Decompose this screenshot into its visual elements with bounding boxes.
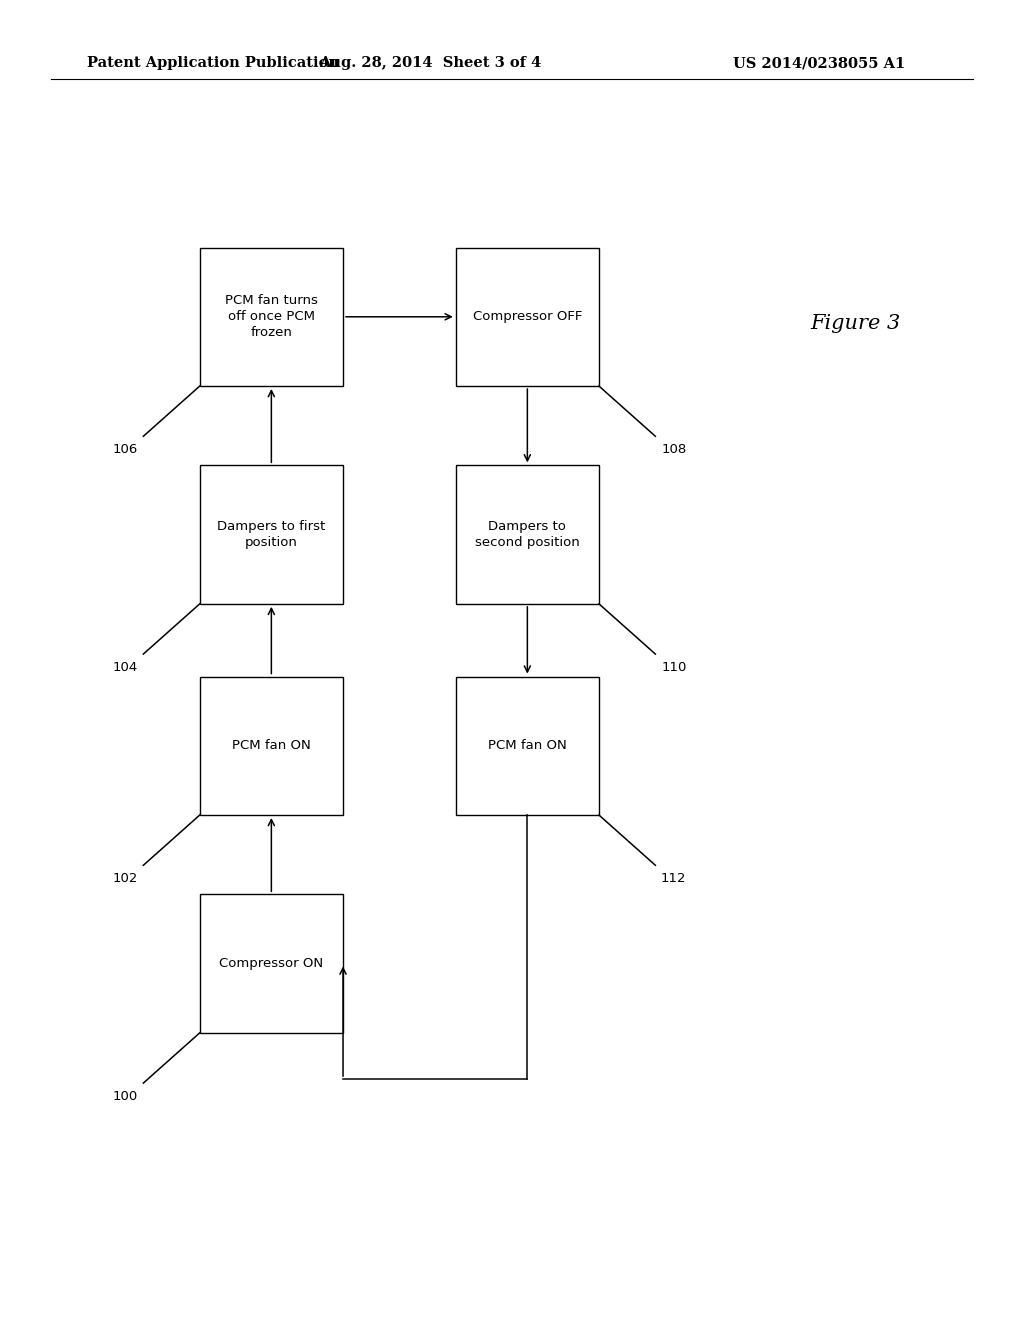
- Text: US 2014/0238055 A1: US 2014/0238055 A1: [733, 57, 905, 70]
- Text: 102: 102: [113, 873, 137, 884]
- Text: PCM fan ON: PCM fan ON: [232, 739, 310, 752]
- Text: Compressor OFF: Compressor OFF: [473, 310, 582, 323]
- Text: Dampers to
second position: Dampers to second position: [475, 520, 580, 549]
- Text: PCM fan turns
off once PCM
frozen: PCM fan turns off once PCM frozen: [225, 294, 317, 339]
- FancyBboxPatch shape: [200, 895, 343, 1032]
- FancyBboxPatch shape: [456, 466, 599, 605]
- Text: 112: 112: [662, 873, 686, 884]
- Text: 110: 110: [662, 661, 686, 673]
- Text: 100: 100: [113, 1090, 137, 1102]
- FancyBboxPatch shape: [200, 248, 343, 385]
- Text: Compressor ON: Compressor ON: [219, 957, 324, 970]
- FancyBboxPatch shape: [200, 676, 343, 814]
- FancyBboxPatch shape: [200, 466, 343, 605]
- Text: 106: 106: [113, 444, 137, 455]
- Text: Aug. 28, 2014  Sheet 3 of 4: Aug. 28, 2014 Sheet 3 of 4: [318, 57, 542, 70]
- Text: 104: 104: [113, 661, 137, 673]
- Text: 108: 108: [662, 444, 686, 455]
- Text: Dampers to first
position: Dampers to first position: [217, 520, 326, 549]
- FancyBboxPatch shape: [456, 248, 599, 385]
- FancyBboxPatch shape: [456, 676, 599, 814]
- Text: Patent Application Publication: Patent Application Publication: [87, 57, 339, 70]
- Text: Figure 3: Figure 3: [810, 314, 900, 333]
- Text: PCM fan ON: PCM fan ON: [488, 739, 566, 752]
